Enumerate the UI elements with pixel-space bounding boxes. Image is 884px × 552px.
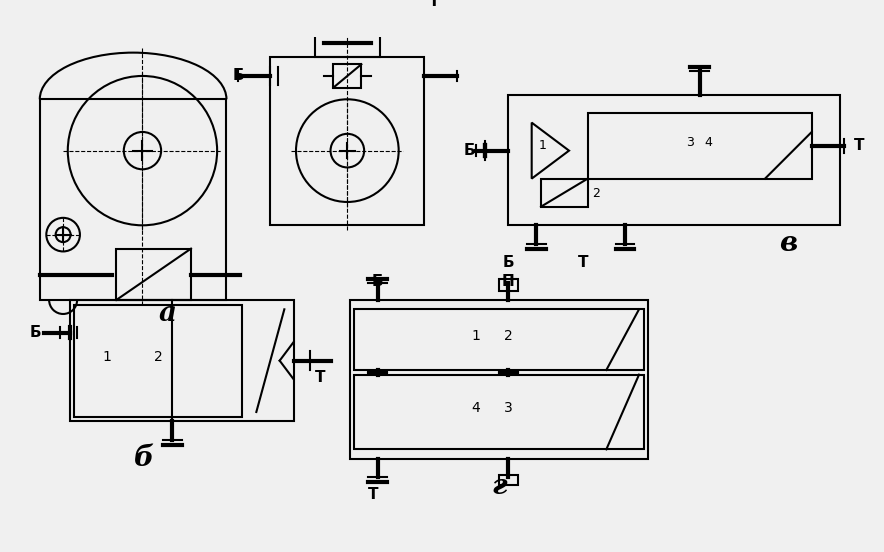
Text: Б: Б — [233, 68, 245, 83]
Text: П: П — [502, 274, 514, 289]
Text: 3: 3 — [686, 136, 694, 149]
Bar — [499, 475, 518, 485]
Text: Т: Т — [315, 370, 325, 385]
Text: Т: Т — [578, 255, 588, 270]
Text: 2: 2 — [154, 349, 163, 364]
Bar — [350, 300, 648, 459]
Text: Т: Т — [429, 0, 439, 9]
Text: Б: Б — [30, 325, 42, 340]
Text: 1: 1 — [103, 349, 111, 364]
Text: б: б — [134, 445, 155, 472]
Text: 1: 1 — [539, 140, 547, 152]
Bar — [354, 375, 644, 449]
Bar — [70, 300, 293, 421]
Text: 2: 2 — [504, 328, 513, 343]
Bar — [541, 179, 588, 206]
Text: г: г — [492, 473, 507, 500]
Text: в: в — [780, 231, 797, 257]
Bar — [74, 305, 242, 417]
Text: 1: 1 — [471, 328, 480, 343]
Bar — [354, 309, 644, 370]
Bar — [588, 113, 812, 179]
Text: 3: 3 — [504, 401, 513, 415]
Text: Т: Т — [368, 487, 378, 502]
Bar — [499, 279, 518, 291]
Text: а: а — [158, 300, 177, 327]
Text: Б: Б — [464, 143, 476, 158]
Bar — [117, 248, 191, 300]
Text: Т: Т — [854, 139, 865, 153]
Text: Б: Б — [372, 274, 384, 289]
Text: 4: 4 — [705, 136, 713, 149]
Bar — [271, 57, 424, 225]
Text: 2: 2 — [592, 187, 600, 200]
Bar — [40, 99, 226, 300]
Bar — [333, 64, 362, 88]
Bar — [508, 94, 840, 225]
Text: Б: Б — [502, 255, 514, 270]
Text: 4: 4 — [471, 401, 480, 415]
Bar — [315, 1, 380, 57]
